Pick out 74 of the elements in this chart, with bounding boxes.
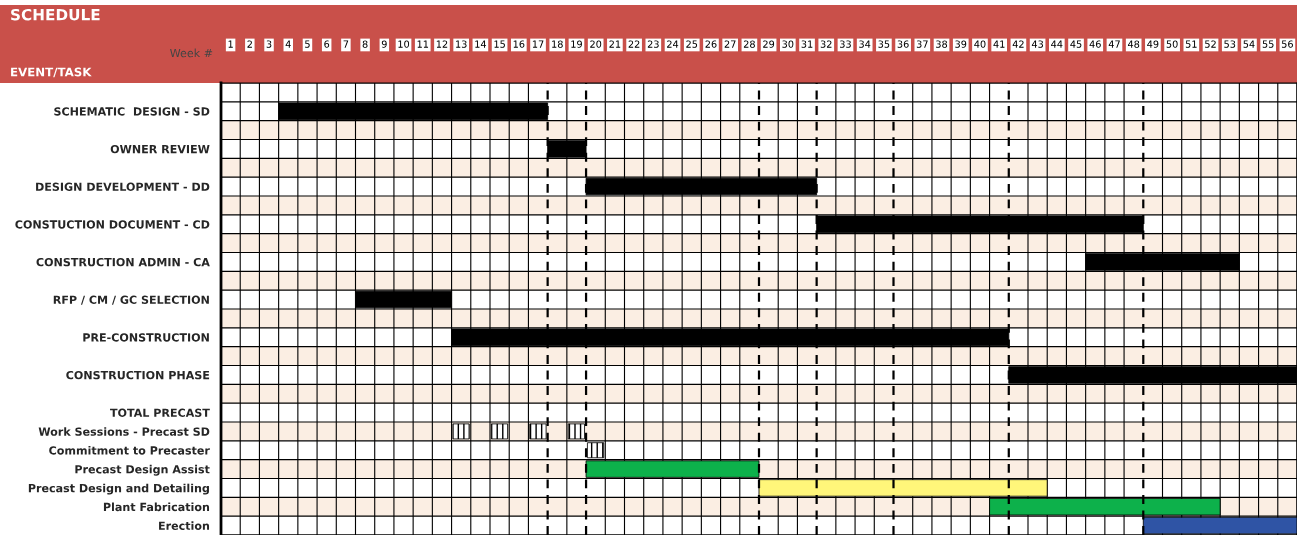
y-tick-label: Commitment to Precaster bbox=[49, 446, 210, 455]
y-tick-label: SCHEMATIC DESIGN - SD bbox=[54, 107, 210, 116]
x-tick-label: 55 bbox=[1262, 40, 1274, 48]
x-tick-label: 2 bbox=[247, 40, 252, 48]
x-tick-label: 10 bbox=[398, 40, 410, 48]
x-tick-label: 23 bbox=[647, 40, 659, 48]
x-tick-label: 13 bbox=[456, 40, 467, 48]
x-tick-label: 35 bbox=[878, 40, 890, 48]
x-tick-label: 50 bbox=[1166, 40, 1178, 48]
y-tick-label: RFP / CM / GC SELECTION bbox=[53, 295, 209, 305]
y-tick-label: OWNER REVIEW bbox=[110, 144, 210, 154]
y-tick-label: CONSTUCTION DOCUMENT - CD bbox=[15, 220, 210, 229]
x-tick-label: 44 bbox=[1051, 40, 1063, 48]
x-tick-label: 54 bbox=[1243, 40, 1255, 48]
y-tick-label: Precast Design and Detailing bbox=[28, 483, 209, 495]
y-tick-label: DESIGN DEVELOPMENT - DD bbox=[36, 182, 210, 191]
x-tick-label: 19 bbox=[571, 40, 582, 48]
x-tick-label: 12 bbox=[436, 40, 448, 48]
x-tick-label: 47 bbox=[1108, 40, 1120, 48]
x-tick-label: 7 bbox=[343, 40, 349, 48]
x-tick-label: 32 bbox=[820, 40, 832, 48]
x-tick-label: 26 bbox=[705, 40, 717, 48]
text: SCHEDULE bbox=[11, 8, 100, 21]
x-tick-label: 31 bbox=[801, 40, 813, 48]
x-tick-label: 21 bbox=[609, 40, 621, 48]
x-tick-label: 52 bbox=[1205, 40, 1216, 48]
x-tick-label: 8 bbox=[362, 40, 368, 48]
x-axis-title: Week # bbox=[170, 48, 213, 58]
x-tick-label: 15 bbox=[494, 40, 505, 48]
x-tick-label: 14 bbox=[475, 40, 487, 48]
y-axis-title: EVENT/TASK bbox=[11, 67, 92, 78]
y-tick-label: PRE-CONSTRUCTION bbox=[83, 333, 209, 342]
x-tick-label: 40 bbox=[974, 40, 986, 48]
x-tick-label: 25 bbox=[686, 40, 698, 48]
x-tick-label: 42 bbox=[1012, 40, 1024, 48]
x-tick-label: 56 bbox=[1281, 40, 1293, 48]
x-tick-label: 36 bbox=[897, 40, 909, 48]
x-tick-label: 28 bbox=[743, 40, 755, 48]
x-tick-label: 43 bbox=[1031, 40, 1044, 48]
x-tick-label: 6 bbox=[324, 40, 330, 48]
x-tick-label: 48 bbox=[1127, 40, 1140, 48]
x-tick-label: 5 bbox=[305, 40, 310, 48]
x-tick-label: 1 bbox=[228, 40, 233, 48]
x-tick-label: 16 bbox=[513, 40, 525, 48]
x-tick-label: 46 bbox=[1089, 40, 1101, 48]
y-tick-label: Plant Fabrication bbox=[103, 502, 210, 512]
y-tick-label: TOTAL PRECAST bbox=[110, 408, 210, 417]
x-tick-label: 53 bbox=[1224, 40, 1236, 48]
x-tick-label: 51 bbox=[1185, 40, 1197, 48]
x-tick-label: 34 bbox=[859, 40, 871, 48]
x-tick-label: 33 bbox=[840, 40, 851, 48]
y-tick-label: Erection bbox=[159, 521, 210, 530]
y-tick-label: CONSTRUCTION ADMIN - CA bbox=[36, 257, 210, 267]
x-tick-label: 17 bbox=[532, 40, 544, 48]
x-tick-label: 4 bbox=[285, 40, 291, 48]
y-tick-label: Work Sessions - Precast SD bbox=[38, 427, 210, 436]
x-tick-label: 37 bbox=[916, 40, 928, 48]
x-tick-label: 38 bbox=[936, 40, 948, 48]
x-tick-label: 41 bbox=[993, 40, 1005, 48]
x-tick-label: 22 bbox=[628, 40, 640, 48]
x-tick-label: 11 bbox=[417, 40, 429, 48]
x-tick-label: 9 bbox=[381, 40, 387, 48]
x-tick-label: 39 bbox=[955, 40, 967, 48]
x-tick-label: 3 bbox=[266, 40, 272, 48]
y-tick-label: CONSTRUCTION PHASE bbox=[66, 370, 210, 380]
y-tick-label: Precast Design Assist bbox=[75, 464, 210, 476]
x-tick-label: 27 bbox=[724, 40, 736, 48]
x-tick-label: 49 bbox=[1147, 40, 1159, 48]
x-tick-label: 18 bbox=[552, 40, 563, 48]
x-tick-label: 45 bbox=[1070, 40, 1082, 48]
x-tick-label: 30 bbox=[782, 40, 794, 48]
x-tick-label: 29 bbox=[763, 40, 775, 48]
x-tick-label: 20 bbox=[590, 40, 602, 48]
x-tick-label: 24 bbox=[667, 40, 679, 48]
